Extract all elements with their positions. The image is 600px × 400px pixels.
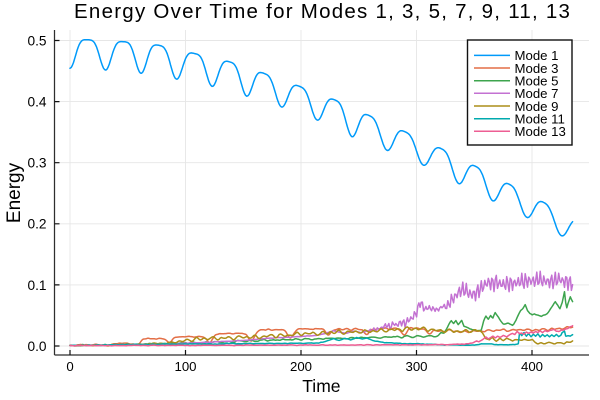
svg-text:200: 200 — [290, 359, 312, 374]
svg-text:Mode 1: Mode 1 — [515, 48, 559, 63]
svg-text:Mode 7: Mode 7 — [515, 86, 559, 101]
svg-text:100: 100 — [174, 359, 196, 374]
svg-text:400: 400 — [521, 359, 543, 374]
svg-text:0.0: 0.0 — [27, 339, 46, 354]
svg-text:Time: Time — [302, 376, 340, 396]
svg-text:0.2: 0.2 — [27, 217, 46, 232]
svg-text:0.5: 0.5 — [27, 33, 46, 48]
svg-text:Mode 13: Mode 13 — [515, 124, 566, 139]
svg-text:Mode 3: Mode 3 — [515, 61, 559, 76]
svg-text:Mode 11: Mode 11 — [515, 112, 565, 127]
svg-text:0.1: 0.1 — [27, 278, 46, 293]
svg-text:0: 0 — [66, 359, 73, 374]
svg-text:Energy: Energy — [4, 162, 25, 223]
svg-text:0.4: 0.4 — [27, 95, 46, 110]
svg-text:Energy Over Time for Modes 1,: Energy Over Time for Modes 1, 3, 5, 7, 9… — [74, 0, 571, 23]
svg-text:Mode 9: Mode 9 — [515, 99, 559, 114]
svg-text:300: 300 — [405, 359, 427, 374]
svg-text:0.3: 0.3 — [27, 156, 46, 171]
svg-text:Mode 5: Mode 5 — [515, 74, 559, 89]
